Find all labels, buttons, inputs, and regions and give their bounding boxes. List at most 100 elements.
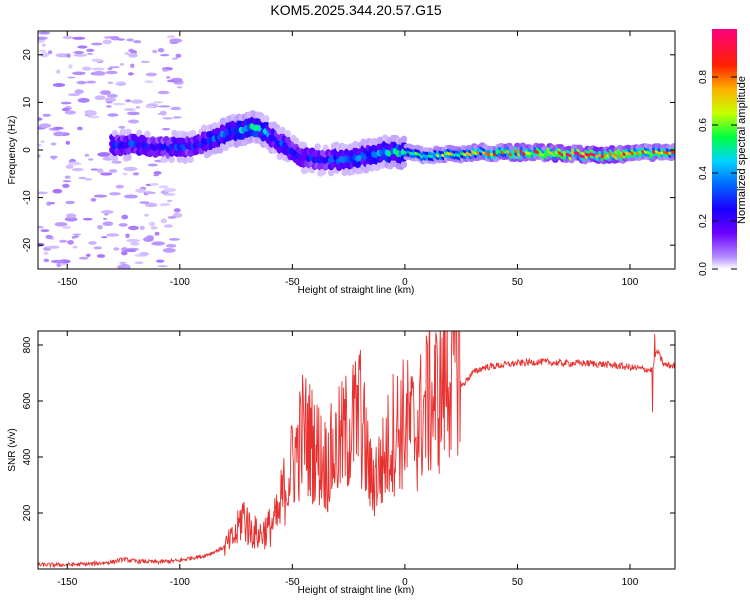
heatmap-noise-cell	[108, 169, 118, 173]
heatmap-noise-cell	[159, 110, 167, 116]
heatmap-noise-cell	[67, 93, 81, 97]
heatmap-noise-cell	[67, 240, 74, 245]
x-tick-label: -100	[170, 577, 190, 588]
heatmap-noise-cell	[90, 197, 97, 202]
heatmap-noise-cell	[116, 38, 125, 41]
heatmap-noise-cell	[91, 67, 105, 71]
colorbar-tick-label: 0.6	[698, 118, 709, 132]
heatmap-noise-cell	[86, 253, 91, 257]
heatmap-noise-cell	[139, 201, 150, 204]
snr-frame	[37, 330, 676, 570]
spectrogram-ylabel: Frequency (Hz)	[7, 116, 18, 185]
heatmap-noise-cell	[162, 117, 173, 120]
heatmap-noise-cell	[130, 99, 143, 104]
heatmap-noise-cell	[88, 158, 94, 161]
colorbar-tick-label: 0.4	[698, 166, 709, 180]
heatmap-noise-cell	[164, 224, 173, 228]
heatmap-noise-cell	[97, 168, 104, 174]
heatmap-noise-cell	[150, 226, 158, 230]
heatmap-noise-cell	[88, 241, 97, 245]
heatmap-noise-cell	[107, 113, 119, 117]
heatmap-noise-cell	[145, 202, 158, 208]
heatmap-noise-cell	[158, 185, 169, 189]
heatmap-ridge-cell	[314, 143, 321, 151]
heatmap-ridge-cell	[284, 130, 291, 138]
heatmap-noise-cell	[165, 202, 170, 206]
heatmap-noise-cell	[157, 265, 169, 268]
colorbar-tick-label: 0.0	[698, 262, 709, 276]
heatmap-noise-cell	[144, 213, 149, 217]
heatmap-noise-cell	[139, 252, 150, 256]
heatmap-noise-cell	[38, 117, 43, 121]
y-tick-label: -20	[22, 238, 33, 253]
heatmap-noise-cell	[135, 188, 147, 193]
heatmap-noise-cell	[168, 238, 180, 241]
heatmap-noise-cell	[112, 103, 126, 106]
heatmap-noise-cell	[107, 67, 113, 70]
y-tick-label: 10	[22, 96, 33, 108]
heatmap-noise-cell	[74, 89, 84, 94]
heatmap-noise-cell	[62, 35, 73, 40]
heatmap-noise-cell	[38, 36, 48, 40]
heatmap-noise-cell	[103, 217, 107, 220]
heatmap-ridge-cell	[400, 160, 408, 168]
heatmap-noise-cell	[162, 127, 171, 131]
heatmap-noise-cell	[61, 107, 70, 112]
x-tick-label: -150	[57, 277, 77, 288]
heatmap-noise-cell	[53, 131, 65, 137]
heatmap-noise-cell	[102, 221, 114, 226]
snr-ticks: -150 -100 -50 0 50 100 200 400 600 800	[22, 331, 675, 588]
colorbar-ticks: 0.0 0.2 0.4 0.6 0.8	[698, 70, 737, 276]
heatmap-ridge-cell	[263, 115, 270, 123]
heatmap-noise-cell	[147, 163, 158, 167]
heatmap-noise-cell	[173, 208, 181, 213]
heatmap-noise-cell	[118, 223, 128, 227]
heatmap-noise-cell	[134, 261, 144, 265]
heatmap-noise-cell	[96, 254, 106, 258]
heatmap-noise-cell	[133, 40, 142, 44]
heatmap-noise-cell	[93, 194, 107, 198]
heatmap-noise-cell	[82, 217, 93, 221]
heatmap-noise-cell	[124, 265, 131, 269]
heatmap-ridge-cell	[111, 155, 119, 163]
heatmap-noise-cell	[40, 140, 45, 143]
heatmap-noise-cell	[126, 38, 134, 42]
heatmap-ridge-cell	[200, 124, 208, 132]
heatmap-noise-cell	[163, 188, 177, 192]
heatmap-layer	[38, 31, 675, 269]
heatmap-noise-cell	[149, 221, 156, 227]
colorbar: 0.0 0.2 0.4 0.6 0.8 Normalized spectral ampl…	[698, 29, 748, 276]
heatmap-noise-cell	[94, 95, 106, 100]
heatmap-noise-cell	[50, 142, 57, 146]
snr-ylabel: SNR (v/v)	[7, 428, 18, 471]
heatmap-noise-cell	[125, 233, 130, 239]
heatmap-ridge-cell	[125, 153, 132, 161]
x-tick-label: 100	[622, 577, 639, 588]
snr-xlabel: Height of straight line (km)	[298, 585, 415, 596]
heatmap-noise-cell	[170, 106, 182, 111]
heatmap-noise-cell	[154, 231, 160, 236]
y-tick-label: -10	[22, 190, 33, 205]
heatmap-noise-cell	[65, 164, 74, 169]
heatmap-noise-cell	[97, 225, 103, 230]
heatmap-noise-cell	[122, 172, 128, 176]
heatmap-noise-cell	[149, 183, 159, 186]
x-tick-label: -50	[285, 277, 300, 288]
heatmap-noise-cell	[118, 83, 126, 86]
heatmap-ridge-cell	[206, 149, 213, 157]
heatmap-noise-cell	[108, 66, 120, 69]
x-tick-label: 0	[402, 277, 408, 288]
x-tick-label: 0	[402, 577, 408, 588]
heatmap-noise-cell	[102, 39, 112, 45]
heatmap-noise-cell	[86, 48, 95, 52]
heatmap-ridge-cell	[670, 143, 675, 148]
y-tick-label: 600	[22, 392, 33, 409]
heatmap-noise-cell	[115, 184, 125, 189]
heatmap-ridge-cell	[190, 129, 197, 137]
x-tick-label: -150	[57, 577, 77, 588]
heatmap-noise-cell	[64, 110, 77, 115]
colorbar-tick-label: 0.2	[698, 214, 709, 228]
x-tick-label: 100	[622, 277, 639, 288]
heatmap-noise-cell	[106, 233, 120, 237]
heatmap-noise-cell	[74, 235, 79, 238]
